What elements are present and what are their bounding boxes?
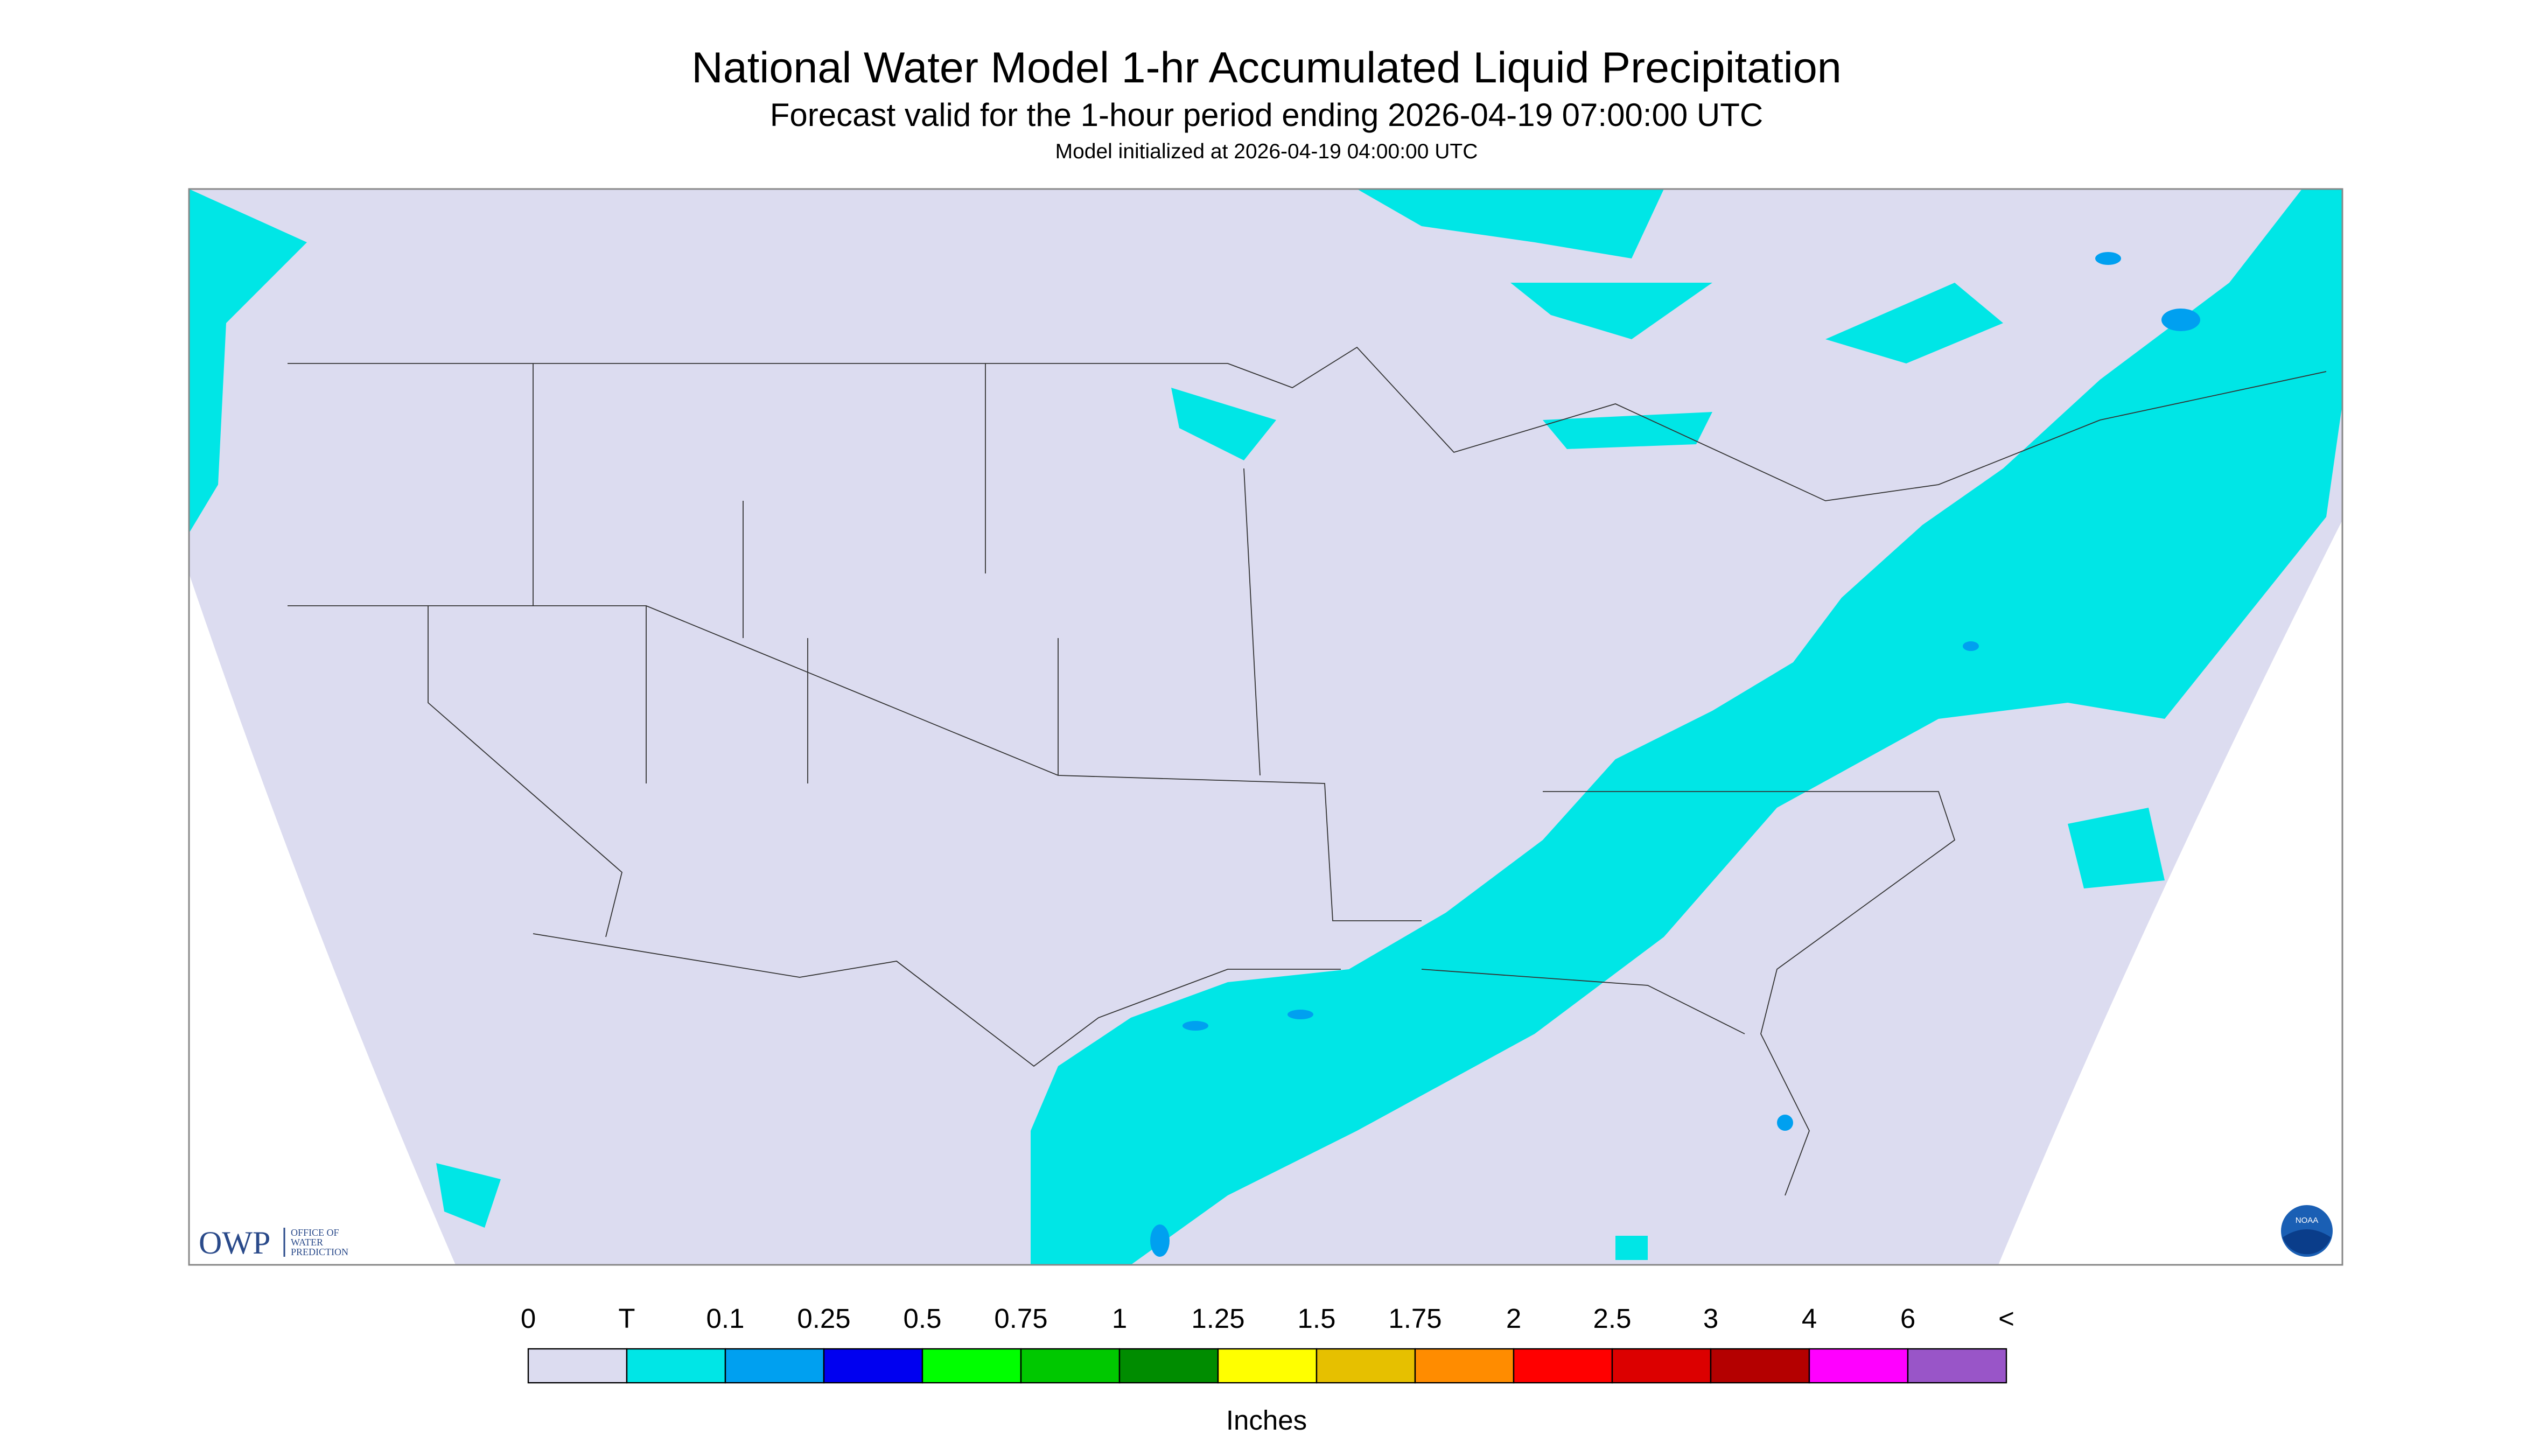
legend-swatch <box>1316 1348 1416 1384</box>
legend-label: 0.75 <box>994 1303 1047 1334</box>
legend-label: 4 <box>1802 1303 1817 1334</box>
owp-text: WATER <box>291 1237 323 1248</box>
legend-label: 2 <box>1506 1303 1521 1334</box>
legend-label: 1 <box>1112 1303 1127 1334</box>
boundaries <box>288 346 2327 1196</box>
legend-swatch <box>1710 1348 1810 1384</box>
legend-swatch <box>1808 1348 1909 1384</box>
init-time: Model initialized at 2026-04-19 04:00:00… <box>1055 140 1478 163</box>
map <box>189 189 2342 1265</box>
legend-label: T <box>618 1303 635 1334</box>
legend-swatch <box>823 1348 923 1384</box>
legend-swatch <box>1118 1348 1219 1384</box>
legend-unit: Inches <box>1226 1405 1307 1436</box>
legend-label: < <box>1998 1303 2014 1334</box>
legend-label: 0 <box>521 1303 536 1334</box>
noaa-text: NOAA <box>2296 1216 2319 1225</box>
legend-label: 0.25 <box>797 1303 850 1334</box>
domain <box>189 189 2342 1265</box>
title: National Water Model 1-hr Accumulated Li… <box>691 44 1842 92</box>
legend-swatch <box>1907 1348 2007 1384</box>
map-frame <box>188 188 2343 1266</box>
legend-swatch <box>921 1348 1022 1384</box>
legend-swatch <box>1513 1348 1613 1384</box>
owp-logo: OWP <box>199 1225 270 1261</box>
legend-label: 1.25 <box>1191 1303 1244 1334</box>
legend: 0 T 0.1 0.25 0.5 0.75 1 1.25 1.5 1.75 2 2.5 3 4 6 < <box>521 1303 2014 1384</box>
precip-moderate <box>1150 252 2200 1257</box>
legend-label: 0.1 <box>706 1303 745 1334</box>
legend-swatch <box>1020 1348 1121 1384</box>
legend-label: 2.5 <box>1593 1303 1632 1334</box>
owp-text: PREDICTION <box>291 1247 348 1257</box>
legend-swatch <box>527 1348 628 1384</box>
legend-label: 3 <box>1703 1303 1718 1334</box>
legend-swatch <box>1611 1348 1712 1384</box>
legend-swatch <box>626 1348 726 1384</box>
legend-label: 0.5 <box>904 1303 942 1334</box>
legend-swatch <box>1217 1348 1318 1384</box>
noaa-wave <box>2283 1229 2331 1255</box>
legend-swatch <box>1414 1348 1515 1384</box>
legend-label: 1.5 <box>1298 1303 1336 1334</box>
owp-text: OFFICE OF <box>291 1227 339 1238</box>
subtitle: Forecast valid for the 1-hour period end… <box>770 97 1763 133</box>
legend-label: 1.75 <box>1388 1303 1442 1334</box>
legend-swatch <box>724 1348 825 1384</box>
legend-label: 6 <box>1900 1303 1915 1334</box>
precip-light <box>189 189 2342 1265</box>
